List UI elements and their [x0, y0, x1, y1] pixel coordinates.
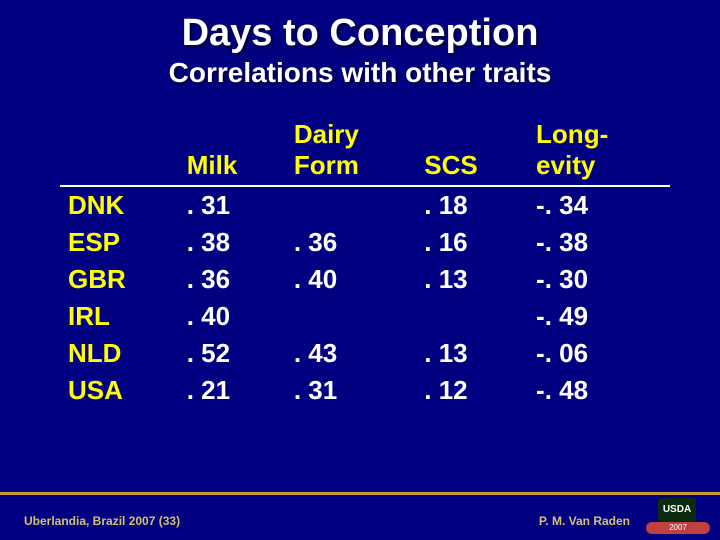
footer: Uberlandia, Brazil 2007 (33) P. M. Van R…	[0, 492, 720, 540]
row-label: USA	[60, 372, 179, 409]
page-subtitle: Correlations with other traits	[0, 55, 720, 89]
footer-divider	[0, 492, 720, 495]
correlation-table: Milk DairyForm SCS Long-evity DNK . 31 .…	[0, 89, 720, 409]
col-dairy-form: DairyForm	[286, 117, 416, 186]
cell: . 31	[286, 372, 416, 409]
cell: -. 30	[528, 261, 670, 298]
col-milk: Milk	[179, 117, 286, 186]
col-scs: SCS	[416, 117, 528, 186]
table-row: GBR . 36 . 40 . 13 -. 30	[60, 261, 670, 298]
cell	[286, 298, 416, 335]
table-row: ESP . 38 . 36 . 16 -. 38	[60, 224, 670, 261]
cell: . 16	[416, 224, 528, 261]
cell	[416, 298, 528, 335]
row-label: DNK	[60, 186, 179, 224]
row-label: ESP	[60, 224, 179, 261]
row-label: GBR	[60, 261, 179, 298]
cell: . 40	[286, 261, 416, 298]
cell: . 13	[416, 335, 528, 372]
cell: -. 49	[528, 298, 670, 335]
cell: -. 34	[528, 186, 670, 224]
table-row: DNK . 31 . 18 -. 34	[60, 186, 670, 224]
cell: . 21	[179, 372, 286, 409]
cell: . 18	[416, 186, 528, 224]
cell: . 31	[179, 186, 286, 224]
table-row: NLD . 52 . 43 . 13 -. 06	[60, 335, 670, 372]
footer-right-text: P. M. Van Raden	[539, 514, 630, 528]
cell: . 36	[179, 261, 286, 298]
col-blank	[60, 117, 179, 186]
usda-badge: USDA	[658, 498, 696, 522]
table-row: USA . 21 . 31 . 12 -. 48	[60, 372, 670, 409]
table-row: IRL . 40 -. 49	[60, 298, 670, 335]
footer-left-text: Uberlandia, Brazil 2007 (33)	[24, 514, 180, 528]
cell	[286, 186, 416, 224]
usda-logo: USDA 2007	[646, 498, 710, 534]
year-badge: 2007	[646, 522, 710, 534]
col-longevity: Long-evity	[528, 117, 670, 186]
row-label: IRL	[60, 298, 179, 335]
row-label: NLD	[60, 335, 179, 372]
cell: -. 38	[528, 224, 670, 261]
cell: . 52	[179, 335, 286, 372]
cell: -. 06	[528, 335, 670, 372]
cell: . 38	[179, 224, 286, 261]
page-title: Days to Conception	[0, 0, 720, 55]
cell: . 12	[416, 372, 528, 409]
cell: . 43	[286, 335, 416, 372]
cell: -. 48	[528, 372, 670, 409]
cell: . 13	[416, 261, 528, 298]
cell: . 36	[286, 224, 416, 261]
cell: . 40	[179, 298, 286, 335]
